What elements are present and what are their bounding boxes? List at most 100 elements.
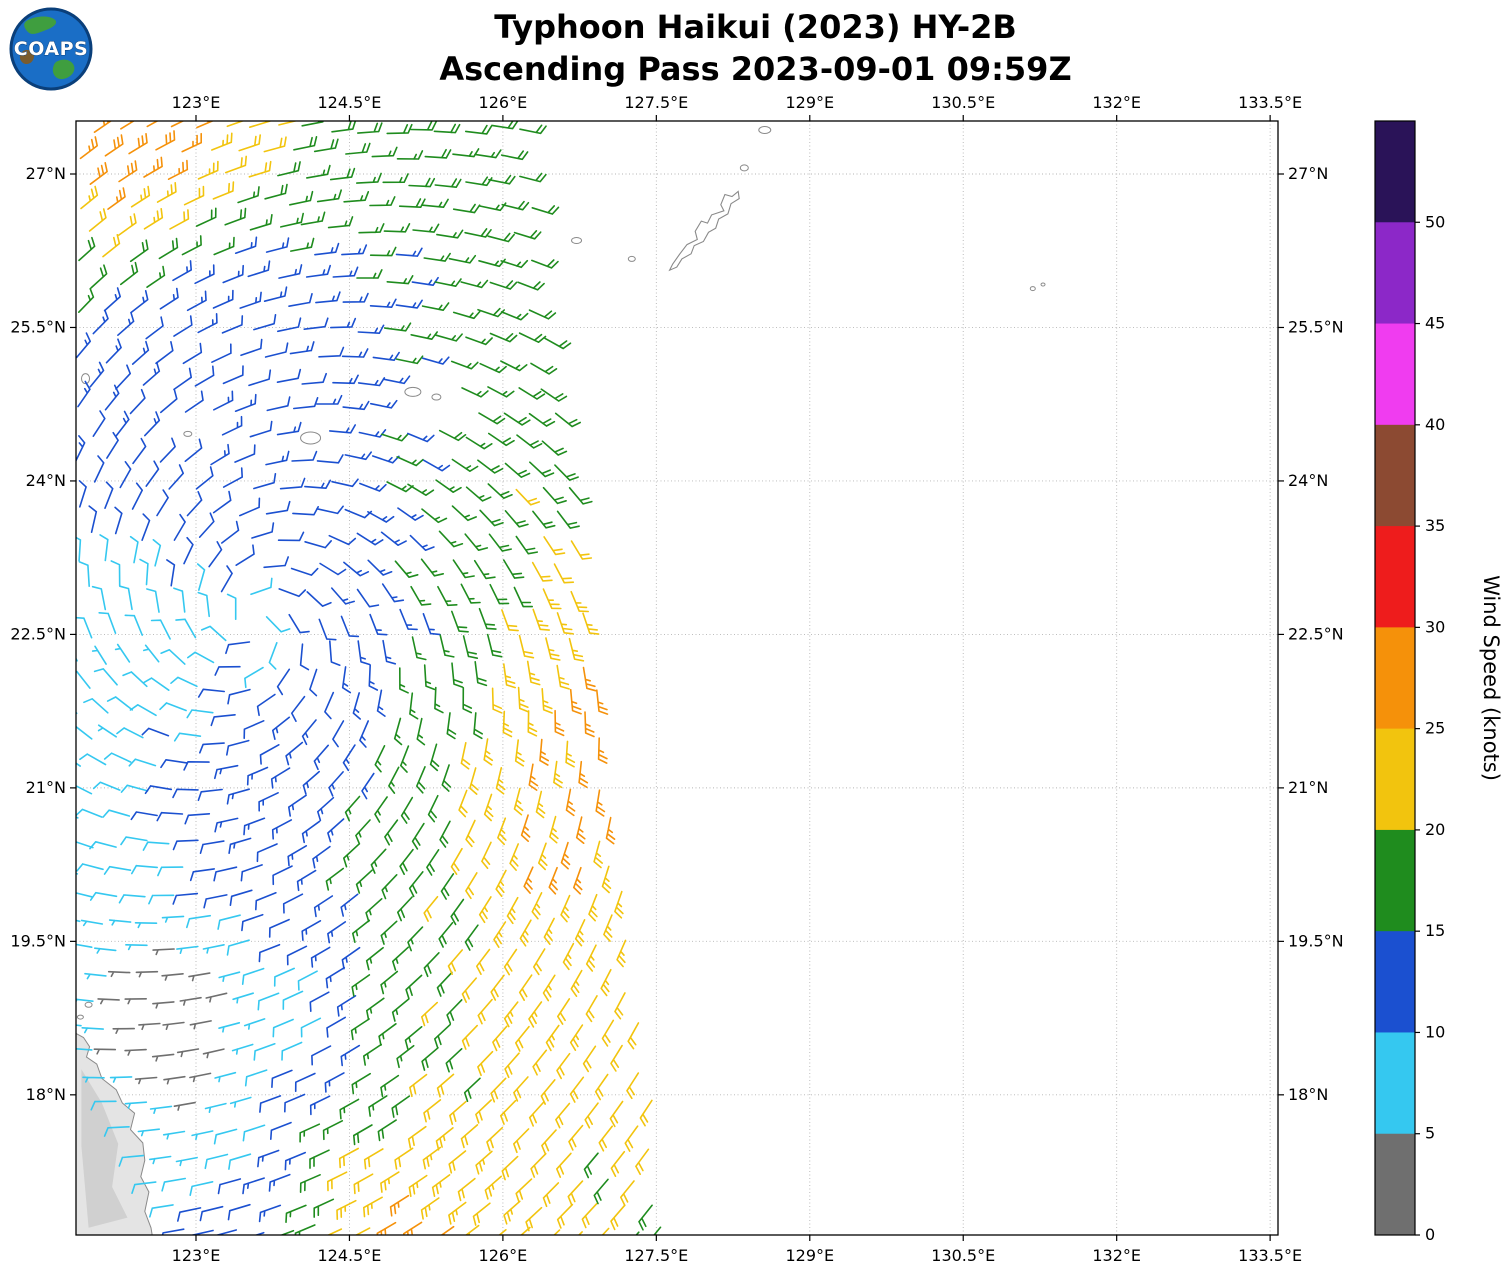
wind-barb	[220, 565, 233, 593]
wind-barb	[583, 1152, 599, 1179]
wind-barb	[103, 752, 132, 763]
wind-barb	[519, 172, 547, 183]
colorbar-segment	[1375, 931, 1415, 1033]
wind-barb	[421, 198, 449, 208]
wind-barb	[278, 121, 299, 126]
wind-barb	[441, 764, 452, 792]
wind-barb	[301, 372, 327, 385]
wind-barb	[112, 1027, 135, 1034]
wind-barb	[365, 898, 383, 923]
wind-barb	[517, 281, 545, 291]
wind-barb	[464, 1224, 480, 1235]
wind-barb	[486, 633, 503, 658]
wind-barb	[246, 766, 269, 786]
wind-barb	[149, 1155, 172, 1165]
wind-barb	[129, 239, 149, 263]
wind-barb	[159, 437, 176, 463]
wind-barb	[527, 710, 538, 737]
wind-barb	[306, 164, 331, 179]
wind-barb	[145, 460, 160, 487]
wind-barb	[169, 209, 190, 230]
wind-barb	[93, 121, 113, 133]
wind-barb	[610, 1150, 626, 1177]
colorbar-tick-label: 35	[1425, 516, 1445, 535]
wind-barb	[151, 1053, 175, 1062]
wind-barb	[560, 894, 571, 923]
wind-barb	[515, 488, 541, 506]
wind-barb	[501, 1155, 519, 1181]
wind-barb	[88, 505, 98, 533]
wind-barb	[128, 133, 148, 155]
wind-barb	[568, 637, 585, 662]
wind-barb	[76, 943, 93, 948]
wind-barb	[253, 1043, 276, 1061]
chart-subtitle: Ascending Pass 2023-09-01 09:59Z	[439, 50, 1072, 89]
wind-barb	[520, 814, 531, 842]
wind-barb	[331, 587, 355, 605]
wind-barb	[301, 920, 322, 941]
wind-barb	[407, 432, 435, 443]
x-tick-label-bottom: 124.5°E	[317, 1246, 381, 1264]
wind-barb	[514, 739, 525, 767]
wind-barb	[175, 618, 197, 639]
wind-barb	[172, 839, 199, 851]
wind-barb	[277, 531, 305, 542]
wind-barb	[142, 841, 170, 851]
wind-barb	[473, 559, 496, 580]
wind-barb	[461, 387, 489, 398]
wind-barb	[653, 1226, 662, 1235]
wind-barb	[89, 162, 108, 185]
wind-barb	[421, 356, 450, 365]
wind-barb	[475, 1099, 492, 1124]
wind-barb	[553, 760, 563, 789]
wind-barb	[191, 1229, 214, 1235]
wind-barb	[88, 208, 107, 232]
wind-barb	[351, 1072, 371, 1095]
wind-barb	[142, 361, 161, 386]
wind-barb	[434, 1023, 451, 1049]
wind-barb	[229, 1096, 252, 1108]
wind-barb	[605, 816, 616, 845]
small-island	[1029, 286, 1036, 292]
wind-barb	[329, 640, 341, 666]
wind-barb	[76, 670, 91, 689]
wind-barb	[460, 583, 481, 604]
wind-barb	[556, 1152, 572, 1178]
x-tick-label-top: 123°E	[172, 93, 221, 112]
wind-barb	[217, 1178, 242, 1195]
wind-barb	[244, 1069, 268, 1087]
wind-barb	[186, 290, 207, 312]
wind-barb	[350, 1018, 370, 1041]
wind-barb	[422, 613, 441, 636]
wind-barb	[181, 132, 202, 153]
wind-barb	[609, 1100, 624, 1128]
wind-barb	[380, 920, 398, 945]
wind-barb	[160, 759, 188, 769]
wind-barb	[357, 324, 385, 334]
wind-barb	[313, 895, 334, 918]
x-tick-label-bottom: 126°E	[479, 1246, 528, 1264]
wind-barb	[336, 1199, 357, 1220]
wind-barb	[332, 374, 359, 385]
y-tick-label-right: 18°N	[1288, 1085, 1328, 1104]
wind-barb	[105, 338, 122, 364]
wind-barb	[327, 921, 347, 944]
small-island	[431, 393, 442, 401]
wind-barb	[240, 864, 263, 882]
wind-barb	[92, 410, 106, 437]
wind-barb	[477, 459, 504, 474]
wind-barb	[624, 1125, 639, 1152]
colorbar-segment	[1375, 829, 1415, 932]
tick-layer: 123°E 123°E 124.5°E 124.5°E 126°E 126°E 127.5°…	[10, 93, 1343, 1264]
wind-barb	[235, 544, 255, 566]
wind-barb	[76, 816, 79, 819]
colorbar-segment	[1375, 121, 1415, 223]
wind-barb	[155, 130, 176, 151]
wind-barb	[217, 914, 241, 930]
wind-barb	[78, 561, 90, 587]
wind-barb	[382, 639, 397, 665]
wind-barb	[204, 1153, 229, 1170]
x-tick-label-bottom: 123°E	[172, 1246, 221, 1264]
wind-barb	[118, 1154, 145, 1167]
wind-barb	[241, 913, 264, 932]
